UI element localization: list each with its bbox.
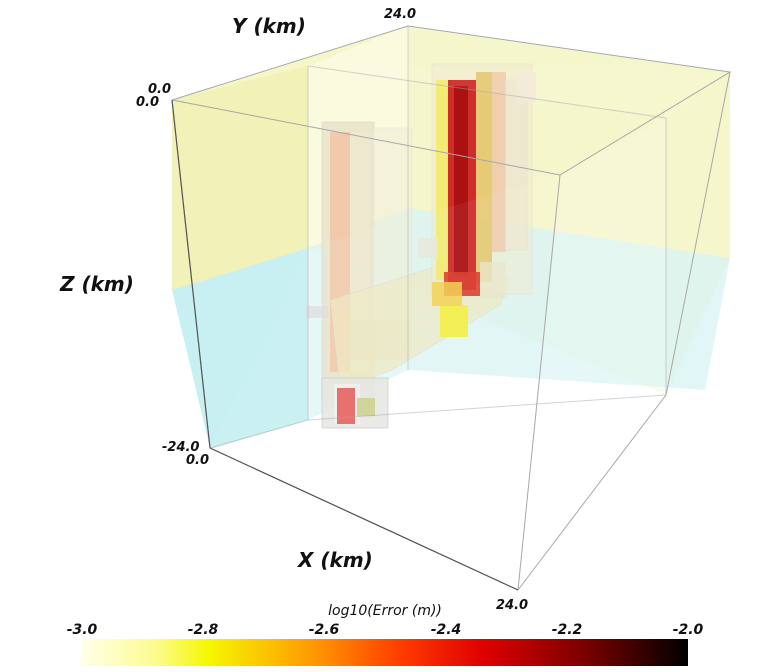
origin-z-tick: 0.0	[136, 95, 160, 110]
origin-y-tick: 0.0	[148, 82, 172, 97]
colorbar	[82, 639, 688, 666]
colorbar-tick: -2.4	[430, 622, 462, 638]
colorbar-tick: -2.0	[672, 622, 704, 638]
y-axis-title: Y (km)	[232, 14, 306, 38]
z-axis-title: Z (km)	[60, 272, 134, 296]
x-max-tick: 24.0	[496, 598, 529, 613]
error-volume	[306, 63, 536, 429]
colorbar-tick: -2.8	[187, 622, 219, 638]
left-face	[172, 26, 408, 448]
front-faces	[210, 66, 730, 590]
colorbar-tick: -2.2	[551, 622, 583, 638]
x-min-tick: 0.0	[186, 453, 210, 468]
z-min-tick: -24.0	[162, 440, 200, 455]
colorbar-title: log10(Error (m))	[328, 603, 442, 619]
colorbar-tick: -2.6	[308, 622, 340, 638]
colorbar-tick: -3.0	[66, 622, 98, 638]
y-max-tick: 24.0	[384, 7, 417, 22]
x-axis-title: X (km)	[298, 548, 373, 572]
